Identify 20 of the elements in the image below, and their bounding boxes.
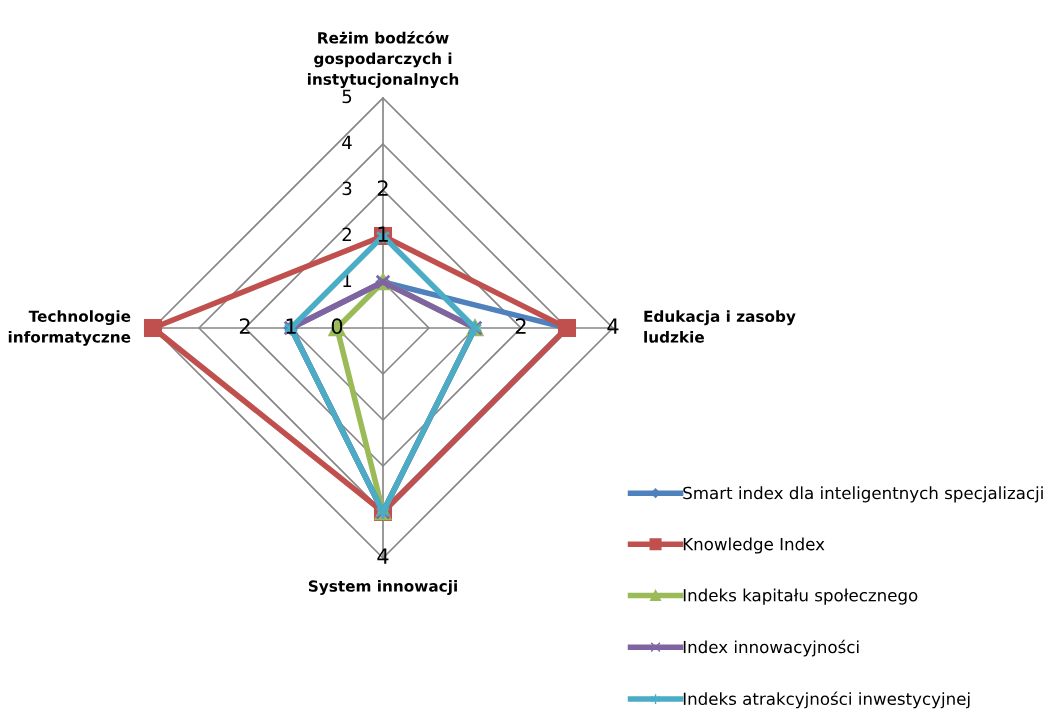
text: 4 xyxy=(607,318,619,334)
text: 2 xyxy=(377,180,388,196)
text: 1 xyxy=(286,318,296,334)
y-tick-label: 4 xyxy=(342,135,352,149)
spoke-label: Technologie informatyczne xyxy=(8,310,131,346)
legend-label: Index innowacyjności xyxy=(683,639,859,657)
legend-label: Smart index dla inteligentnych specjalizacji xyxy=(683,486,1043,503)
text: 2 xyxy=(239,318,250,334)
legend-label: Indeks atrakcyjności inwestycyjnej xyxy=(683,691,970,709)
spoke-label: Reżim bodźców gospodarczych i instytucjonalnych xyxy=(307,31,459,88)
text: 2 xyxy=(515,318,526,334)
spoke-label: System innowacji xyxy=(308,580,457,595)
legend-label: Knowledge Index xyxy=(683,537,825,554)
legend-label: Indeks kapitału społecznego xyxy=(683,588,918,605)
spoke-label: Edukacja i zasoby ludzkie xyxy=(644,310,796,343)
y-tick-label: 3 xyxy=(342,181,352,196)
text: 4 xyxy=(377,548,389,564)
y-tick-label: 5 xyxy=(342,89,352,104)
y-tick-label: 2 xyxy=(342,227,351,241)
text: 0 xyxy=(331,318,343,335)
